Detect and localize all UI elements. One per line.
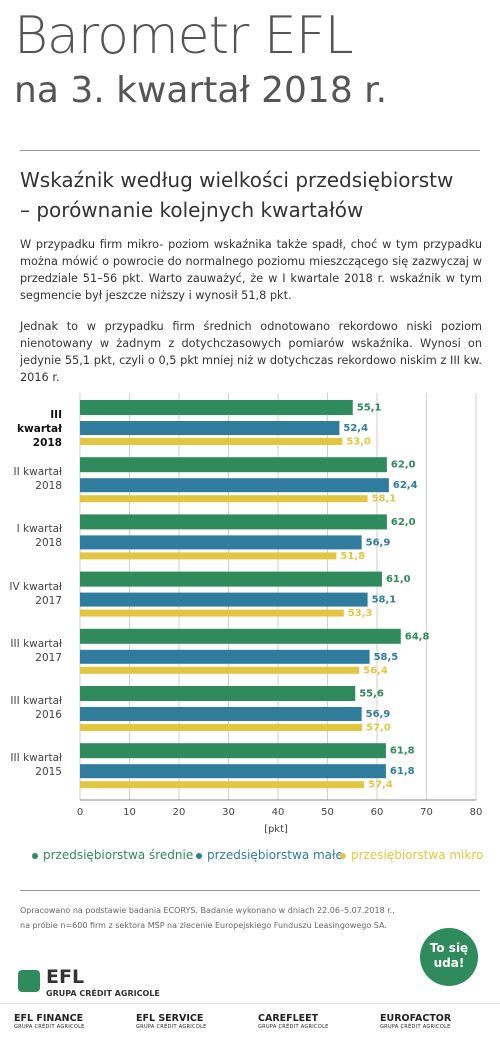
legend-item: przedsiębiorstwa małe: [196, 848, 343, 862]
value-label: 52,4: [343, 423, 368, 434]
legend-marker: [32, 852, 38, 859]
legend-label: przedsiębiorstwa małe: [207, 848, 343, 862]
x-tick-label: 30: [222, 807, 235, 818]
bar: [80, 707, 362, 721]
value-label: 58,1: [372, 494, 397, 505]
logo-name: EUROFACTOR: [380, 1013, 452, 1024]
category-label: III kwartał 2015: [10, 752, 62, 779]
bar: [80, 686, 356, 701]
logo-group: GRUPA CRÉDIT AGRICOLE: [258, 1024, 329, 1030]
value-label: 61,8: [390, 766, 415, 777]
bar: [80, 421, 340, 435]
logo: CAREFLEET GRUPA CRÉDIT AGRICOLE: [258, 1013, 329, 1030]
value-label: 58,5: [374, 652, 399, 663]
divider: [20, 150, 480, 151]
legend-item: przesiębiorstwa mikro: [340, 848, 483, 862]
legend-marker: [196, 852, 202, 859]
value-label: 62,0: [391, 460, 416, 471]
bar: [80, 438, 343, 445]
logo-group: GRUPA CRÉDIT AGRICOLE: [14, 1024, 85, 1030]
logo-name: EFL SERVICE: [136, 1013, 204, 1024]
legend-label: przedsiębiorstwa średnie: [43, 848, 194, 862]
category-label: I kwartał 2018: [16, 523, 62, 550]
bar: [80, 628, 401, 644]
category-label: III kwartał 2017: [10, 637, 62, 664]
badge-text: To się: [429, 941, 469, 955]
value-label: 61,8: [390, 746, 415, 757]
x-tick-label: 0: [77, 807, 83, 818]
value-label: 58,1: [372, 595, 397, 606]
logo-name: EFL FINANCE: [14, 1013, 84, 1024]
value-label: 56,9: [366, 709, 391, 720]
value-label: 51,8: [340, 551, 365, 562]
bar: [80, 666, 360, 674]
bar: [80, 552, 337, 560]
legend-label: przesiębiorstwa mikro: [351, 848, 484, 862]
title: Barometr EFL: [14, 6, 354, 66]
logo: EFL FINANCE GRUPA CRÉDIT AGRICOLE: [14, 1013, 85, 1030]
bar: [80, 457, 387, 473]
value-label: 56,4: [363, 665, 388, 676]
x-tick-label: 10: [123, 807, 136, 818]
subtitle: na 3. kwartał 2018 r.: [14, 70, 388, 111]
category-label: III kwartał 2018: [17, 409, 62, 449]
logo: EFL SERVICE GRUPA CRÉDIT AGRICOLE: [136, 1013, 207, 1030]
bar: [80, 400, 353, 415]
divider: [0, 1003, 500, 1004]
bar: [80, 781, 365, 789]
value-label: 61,0: [386, 574, 411, 585]
value-label: 56,9: [366, 537, 391, 548]
category-label: IV kwartał 2017: [9, 580, 62, 607]
bar: [80, 514, 387, 530]
legend-item: przedsiębiorstwa średnie: [32, 848, 193, 862]
brand-group: GRUPA CRÉDIT AGRICOLE: [46, 989, 160, 998]
bar: [80, 495, 368, 503]
bar: [80, 649, 370, 664]
logo: EUROFACTOR GRUPA CRÉDIT AGRICOLE: [380, 1013, 451, 1030]
bar: [80, 609, 344, 617]
bar: [80, 743, 386, 759]
x-axis-label: [pkt]: [264, 824, 288, 835]
paragraph: Jednak to w przypadku firm średnich odno…: [20, 320, 482, 384]
note: na próbie n=600 firm z sektora MSP na zl…: [20, 921, 387, 930]
x-tick-label: 20: [173, 807, 186, 818]
bar: [80, 535, 362, 550]
heading: Wskaźnik według wielkości przedsiębiorst…: [20, 168, 454, 192]
bar: [80, 724, 363, 731]
note: Opracowano na podstawie badania ECORYS. …: [20, 906, 395, 915]
value-label: 62,4: [393, 480, 418, 491]
badge-text: uda!: [433, 956, 465, 970]
value-label: 57,4: [368, 780, 393, 791]
bar: [80, 764, 386, 779]
legend-marker: [340, 852, 346, 859]
category-label: III kwartał 2016: [10, 695, 62, 721]
brand: EFL: [46, 966, 85, 988]
bar: [80, 571, 382, 587]
logo-group: GRUPA CRÉDIT AGRICOLE: [136, 1024, 207, 1030]
value-label: 62,0: [391, 517, 416, 528]
value-label: 55,1: [357, 403, 382, 414]
logo-group: GRUPA CRÉDIT AGRICOLE: [380, 1024, 451, 1030]
category-label: II kwartał 2018: [13, 466, 63, 493]
x-tick-label: 50: [321, 807, 334, 818]
bar: [80, 592, 368, 607]
x-tick-label: 70: [420, 807, 433, 818]
divider: [20, 890, 480, 891]
badge: To się uda!: [420, 928, 478, 986]
bar: [80, 478, 389, 493]
heading: – porównanie kolejnych kwartałów: [20, 198, 364, 222]
logo-name: CAREFLEET: [258, 1013, 319, 1024]
x-tick-label: 80: [470, 807, 483, 818]
value-label: 57,0: [366, 723, 391, 734]
value-label: 64,8: [405, 631, 430, 642]
value-label: 53,3: [348, 608, 373, 619]
value-label: 55,6: [359, 689, 384, 700]
x-tick-label: 60: [371, 807, 384, 818]
brand-icon: [18, 970, 40, 992]
x-tick-label: 40: [272, 807, 285, 818]
paragraph: W przypadku firm mikro- poziom wskaźnika…: [20, 238, 482, 302]
value-label: 53,0: [346, 437, 371, 448]
